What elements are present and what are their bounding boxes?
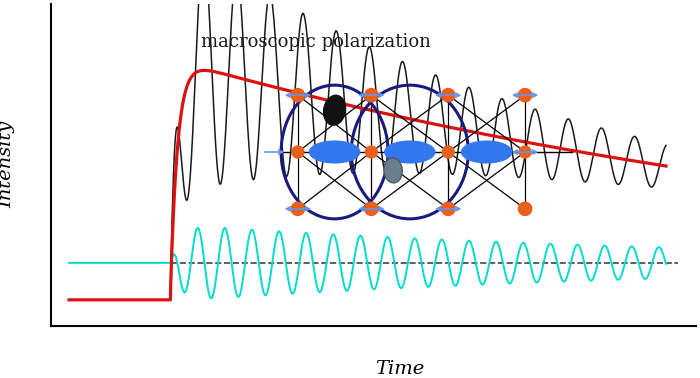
- Text: macroscopic polarization: macroscopic polarization: [200, 33, 430, 51]
- Text: Time: Time: [374, 360, 424, 378]
- Text: Intensity: Intensity: [0, 121, 15, 209]
